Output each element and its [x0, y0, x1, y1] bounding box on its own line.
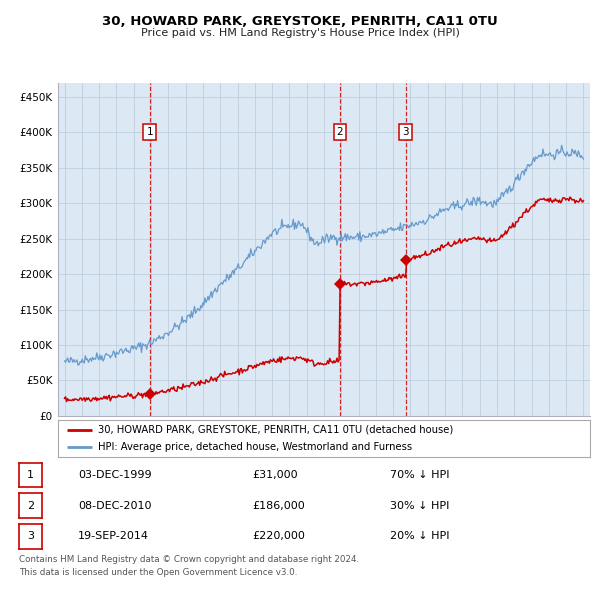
Text: 3: 3: [403, 127, 409, 137]
Text: This data is licensed under the Open Government Licence v3.0.: This data is licensed under the Open Gov…: [19, 568, 298, 576]
Text: Price paid vs. HM Land Registry's House Price Index (HPI): Price paid vs. HM Land Registry's House …: [140, 28, 460, 38]
Text: 03-DEC-1999: 03-DEC-1999: [78, 470, 152, 480]
Text: Contains HM Land Registry data © Crown copyright and database right 2024.: Contains HM Land Registry data © Crown c…: [19, 555, 359, 563]
Text: 2: 2: [27, 501, 34, 510]
Text: 70% ↓ HPI: 70% ↓ HPI: [390, 470, 449, 480]
Text: 1: 1: [27, 470, 34, 480]
Text: 30, HOWARD PARK, GREYSTOKE, PENRITH, CA11 0TU (detached house): 30, HOWARD PARK, GREYSTOKE, PENRITH, CA1…: [98, 425, 453, 435]
Text: 08-DEC-2010: 08-DEC-2010: [78, 501, 151, 510]
Text: 30% ↓ HPI: 30% ↓ HPI: [390, 501, 449, 510]
Text: 19-SEP-2014: 19-SEP-2014: [78, 532, 149, 541]
Text: £220,000: £220,000: [252, 532, 305, 541]
Text: £186,000: £186,000: [252, 501, 305, 510]
Text: £31,000: £31,000: [252, 470, 298, 480]
Text: 20% ↓ HPI: 20% ↓ HPI: [390, 532, 449, 541]
Text: 3: 3: [27, 532, 34, 541]
Text: HPI: Average price, detached house, Westmorland and Furness: HPI: Average price, detached house, West…: [98, 442, 412, 452]
Text: 1: 1: [146, 127, 153, 137]
Text: 2: 2: [337, 127, 343, 137]
Text: 30, HOWARD PARK, GREYSTOKE, PENRITH, CA11 0TU: 30, HOWARD PARK, GREYSTOKE, PENRITH, CA1…: [102, 15, 498, 28]
